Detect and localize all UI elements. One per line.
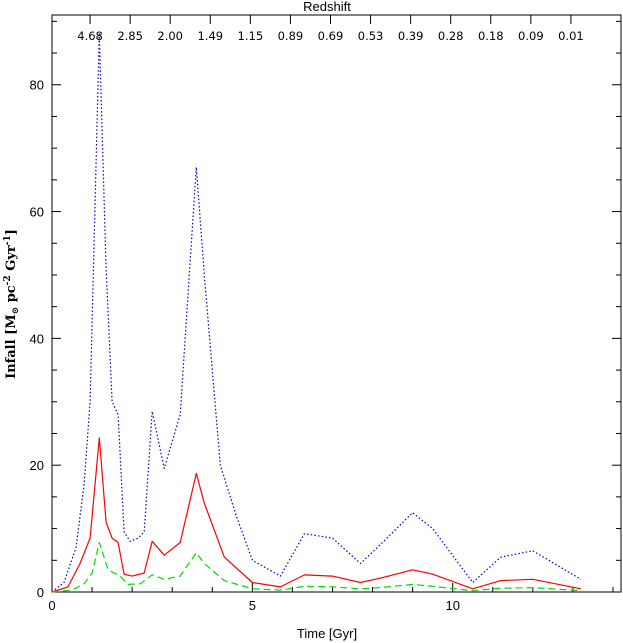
redshift-tick-label: 0.69 (318, 29, 344, 43)
redshift-tick-label: 0.18 (478, 29, 504, 43)
series-layer (51, 33, 582, 593)
y-tick-label: 0 (37, 585, 44, 600)
y-axis-ticks: 0 20 40 60 80 (30, 20, 621, 600)
redshift-tick-label: 0.53 (358, 29, 384, 43)
redshift-tick-label: 0.09 (518, 29, 544, 43)
y-tick-label: 20 (30, 458, 44, 473)
redshift-tick-label: 1.15 (238, 29, 264, 43)
y-axis-title: Infall [M⊙ pc-2 Gyr-1] (3, 229, 21, 379)
redshift-tick-label: 2.85 (117, 29, 143, 43)
redshift-tick-label: 0.39 (398, 29, 424, 43)
y-tick-label: 80 (30, 78, 44, 93)
redshift-tick-label: 0.01 (558, 29, 584, 43)
redshift-tick-label: 1.49 (197, 29, 223, 43)
y-tick-label: 60 (30, 205, 44, 220)
x-tick-label: 10 (445, 598, 459, 613)
x-tick-label: 0 (48, 598, 55, 613)
series-line-solid (51, 437, 582, 593)
redshift-tick-label: 4.68 (77, 29, 103, 43)
y-tick-label: 40 (30, 331, 44, 346)
redshift-axis-ticks: 4.68 2.85 2.00 1.49 1.15 0.89 0.69 0.53 0.39 0.28… (77, 15, 584, 43)
redshift-tick-label: 0.28 (438, 29, 464, 43)
plot-frame (51, 14, 622, 593)
redshift-tick-label: 0.89 (278, 29, 304, 43)
series-line-dashed (51, 541, 581, 593)
redshift-tick-label: 2.00 (157, 29, 183, 43)
top-axis-title: Redshift (303, 0, 351, 14)
x-tick-label: 5 (249, 598, 256, 613)
x-axis-title: Time [Gyr] (297, 626, 357, 641)
series-line-dotted (51, 33, 582, 593)
